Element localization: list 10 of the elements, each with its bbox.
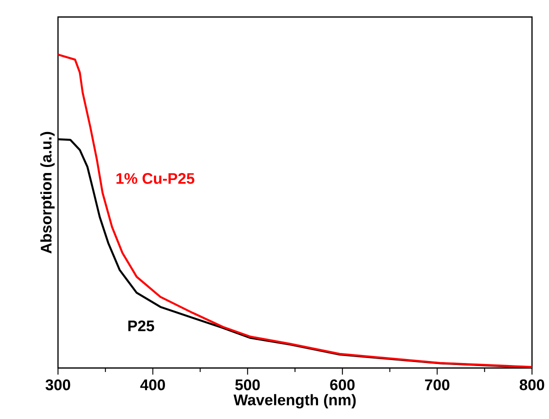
x-axis-title: Wavelength (nm) <box>234 394 356 408</box>
y-axis-title: Absorption (a.u.) <box>40 132 55 254</box>
series-label: P25 <box>128 320 154 332</box>
x-tick-label: 300 <box>46 379 70 390</box>
x-tick-label: 700 <box>425 379 450 390</box>
x-tick-label: 400 <box>140 379 165 390</box>
x-tick-label: 800 <box>520 379 544 390</box>
x-tick-label: 600 <box>330 379 355 390</box>
series-label: 1% Cu-P25 <box>116 173 194 184</box>
x-tick-label: 500 <box>235 379 260 390</box>
